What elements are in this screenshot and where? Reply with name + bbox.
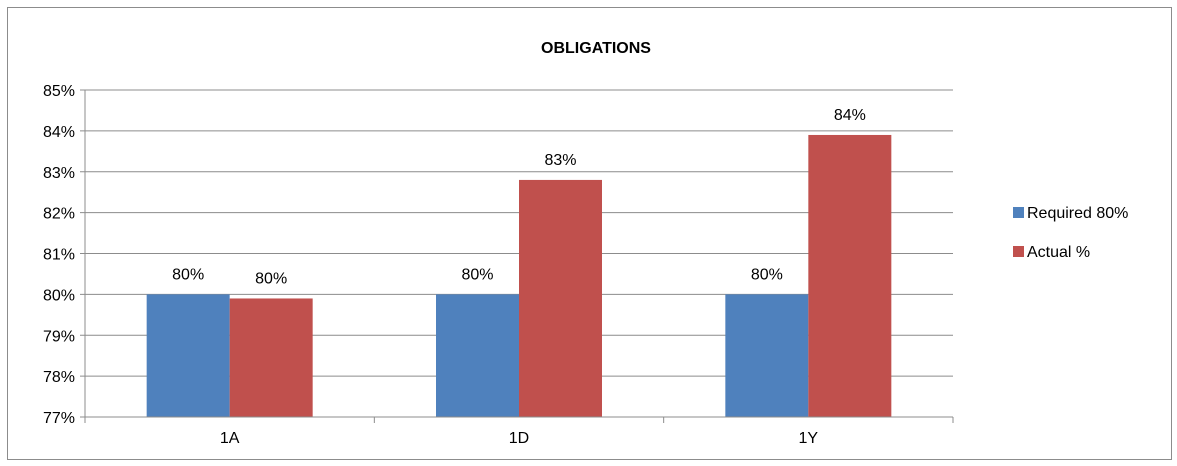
y-tick-label: 82% [43, 206, 75, 223]
x-tick-label: 1Y [799, 430, 819, 447]
y-tick-label: 83% [43, 165, 75, 182]
bar [808, 134, 892, 417]
x-tick-label: 1A [220, 430, 240, 447]
y-tick-label: 84% [43, 124, 75, 141]
bar [436, 294, 519, 417]
legend: Required 80% Actual % [1013, 205, 1128, 261]
data-label: 80% [461, 266, 493, 283]
bar [146, 294, 230, 417]
legend-swatch [1013, 207, 1024, 218]
bar [229, 298, 313, 417]
chart-title: OBLIGATIONS [541, 40, 651, 57]
y-tick-label: 80% [43, 287, 75, 304]
y-tick-label: 81% [43, 247, 75, 264]
legend-label: Actual % [1027, 244, 1090, 261]
legend-label: Required 80% [1027, 205, 1128, 222]
x-tick-label: 1D [509, 430, 529, 447]
data-labels: 80% 80% 80% 83% 80% 84% [172, 107, 866, 287]
data-label: 80% [255, 270, 287, 287]
bar [725, 294, 809, 417]
y-tick-label: 78% [43, 369, 75, 386]
y-tick-label: 77% [43, 410, 75, 427]
y-tick-label: 79% [43, 328, 75, 345]
bar [519, 179, 602, 417]
bars [146, 134, 892, 417]
data-label: 84% [834, 107, 866, 124]
data-label: 83% [544, 152, 576, 169]
axes: 77% 78% 79% 80% 81% 82% 83% 84% 85% 1A 1D 1Y [43, 83, 954, 447]
y-tick-label: 85% [43, 83, 75, 100]
data-label: 80% [172, 266, 204, 283]
legend-swatch [1013, 246, 1024, 257]
data-label: 80% [751, 266, 783, 283]
